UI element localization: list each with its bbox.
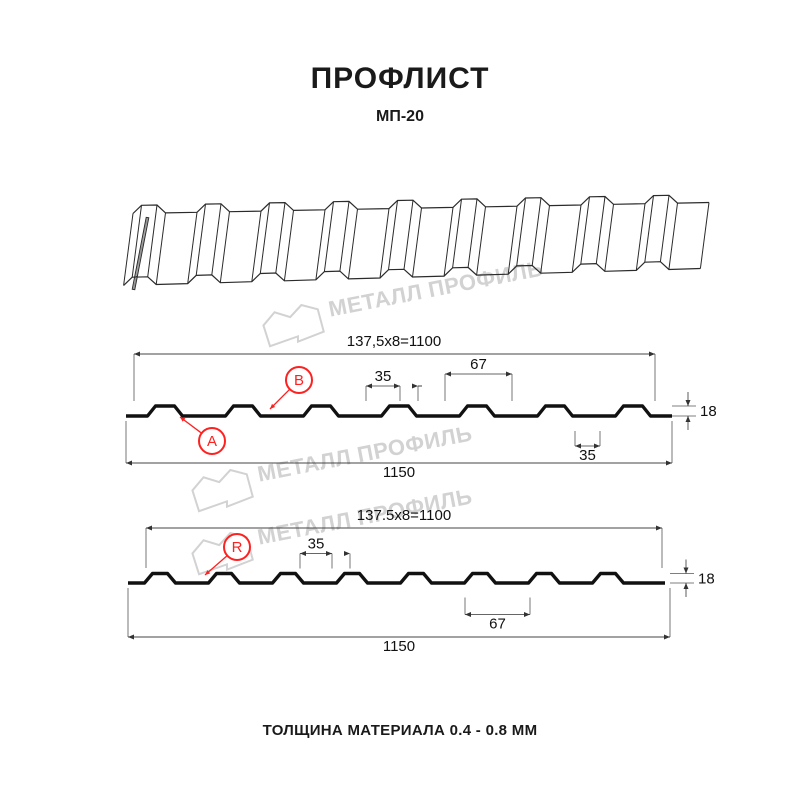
svg-text:A: A [207,433,217,450]
svg-text:18: 18 [700,403,717,420]
svg-text:137.5x8=1100: 137.5x8=1100 [357,507,451,524]
svg-text:МЕТАЛЛ ПРОФИЛЬ: МЕТАЛЛ ПРОФИЛЬ [255,420,474,486]
svg-text:137,5x8=1100: 137,5x8=1100 [347,333,441,350]
svg-text:35: 35 [579,447,596,464]
svg-text:R: R [232,539,243,556]
svg-text:МЕТАЛЛ ПРОФИЛЬ: МЕТАЛЛ ПРОФИЛЬ [326,255,545,321]
svg-text:B: B [294,372,304,389]
svg-text:67: 67 [489,616,506,633]
svg-text:1150: 1150 [383,638,415,655]
svg-text:18: 18 [698,570,715,587]
svg-text:35: 35 [375,368,392,385]
svg-text:1150: 1150 [383,464,415,481]
svg-text:35: 35 [308,536,325,553]
svg-text:67: 67 [470,356,487,373]
